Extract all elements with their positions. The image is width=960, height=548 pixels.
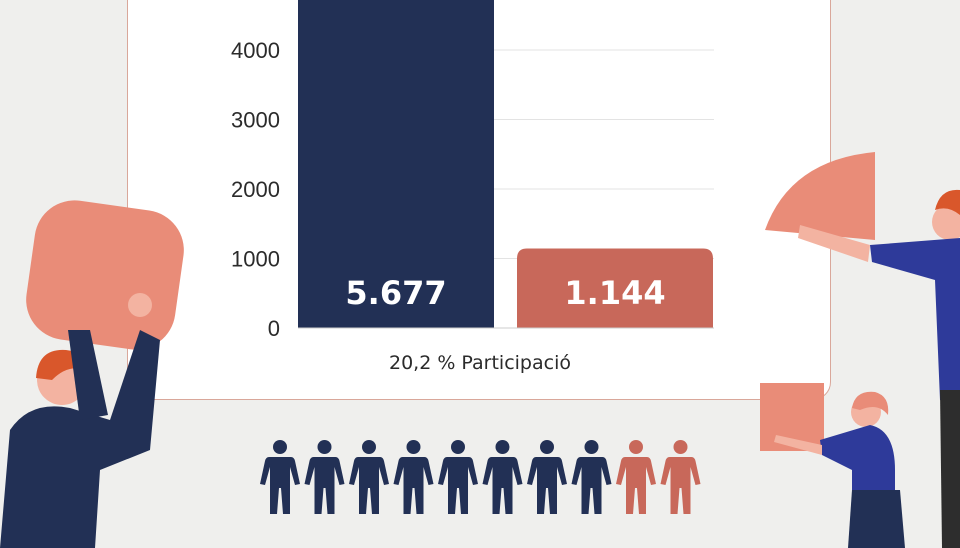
person-icon bbox=[438, 440, 478, 514]
person-icon bbox=[571, 440, 612, 514]
y-tick-label: 3000 bbox=[231, 108, 280, 133]
right-person-legs bbox=[940, 390, 960, 548]
bar bbox=[298, 0, 494, 328]
bar bbox=[517, 248, 713, 328]
small-person-hair bbox=[852, 391, 889, 415]
right-person-head bbox=[932, 204, 960, 240]
small-person-arm bbox=[774, 435, 822, 455]
x-axis-label: 20,2 % Participació bbox=[388, 352, 571, 374]
left-person-hand bbox=[128, 293, 152, 317]
y-tick-label: 4000 bbox=[231, 38, 280, 63]
person-icon bbox=[304, 440, 345, 514]
person-icon bbox=[260, 440, 300, 514]
y-tick-label: 2000 bbox=[231, 177, 280, 202]
right-person-hair bbox=[935, 189, 960, 215]
right-person-arm bbox=[798, 225, 870, 262]
right-person-body bbox=[870, 238, 960, 400]
bar-value-label: 1.144 bbox=[564, 274, 665, 312]
person-icon bbox=[660, 440, 701, 514]
bar-value-label: 5.677 bbox=[345, 274, 446, 312]
y-tick-label: 1000 bbox=[231, 247, 280, 272]
person-icon bbox=[349, 440, 389, 514]
y-tick-label: 0 bbox=[268, 316, 280, 341]
person-icon bbox=[527, 440, 567, 514]
person-icon bbox=[393, 440, 434, 514]
pie-slice-shape bbox=[765, 152, 875, 240]
left-person-arm bbox=[68, 330, 108, 420]
left-person-body bbox=[0, 330, 160, 548]
person-icon bbox=[616, 440, 656, 514]
person-icon bbox=[482, 440, 523, 514]
small-person-skirt bbox=[848, 490, 905, 548]
